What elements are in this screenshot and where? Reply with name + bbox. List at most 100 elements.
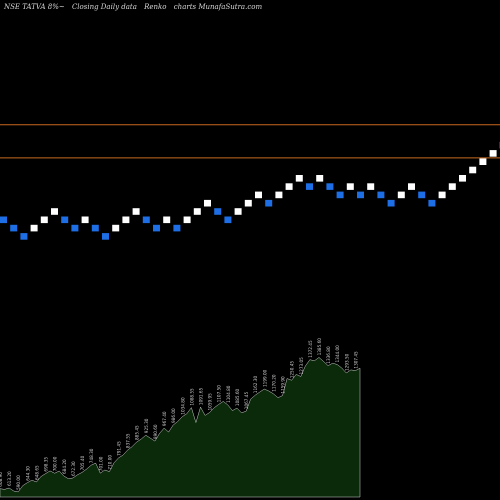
- symbol-label: NSE TATVA 8%~: [4, 3, 65, 11]
- renko-brick-up: [163, 216, 171, 224]
- renko-brick-up: [479, 158, 487, 165]
- renko-brick-up: [51, 208, 58, 215]
- renko-brick-up: [275, 191, 283, 199]
- renko-brick-down: [61, 216, 69, 224]
- renko-brick-down: [265, 199, 273, 207]
- price-value-label: 1159.90: [281, 376, 286, 394]
- price-value-label: 1199.00: [262, 369, 267, 387]
- price-area-fill: [0, 357, 361, 498]
- price-value-label: 644.30: [25, 466, 30, 481]
- renko-brick-up: [295, 175, 303, 182]
- renko-brick-up: [112, 224, 120, 232]
- price-value-label: 1085.60: [235, 388, 240, 406]
- price-value-label: 885.45: [135, 425, 140, 440]
- renko-brick-down: [71, 224, 79, 232]
- price-value-label: 1273.05: [299, 357, 304, 375]
- price-value-label: 837.55: [126, 433, 131, 448]
- price-value-label: 613.20: [7, 471, 12, 486]
- renko-brick-down: [224, 216, 232, 224]
- price-value-label: 1034.80: [180, 397, 185, 415]
- price-value-label: 701.00: [98, 456, 103, 471]
- price-value-label: 1107.50: [217, 385, 222, 403]
- price-value-label: 700.00: [53, 456, 58, 471]
- renko-brick-down: [326, 183, 334, 190]
- price-value-label: 648.65: [35, 465, 40, 480]
- renko-brick-down: [377, 191, 385, 199]
- renko-brick-up: [255, 191, 262, 199]
- price-value-label: 791.45: [117, 441, 122, 456]
- renko-brick-down: [357, 191, 364, 199]
- renko-brick-up: [234, 208, 242, 215]
- renko-brick-up: [285, 183, 293, 190]
- renko-brick-up: [459, 175, 466, 182]
- price-value-label: 1307.45: [353, 351, 358, 369]
- price-value-label: 1059.95: [208, 393, 213, 411]
- renko-brick-down: [336, 191, 344, 199]
- price-value-label: 890.60: [153, 424, 158, 439]
- support-resistance-lines: [0, 124, 500, 159]
- chart-header: NSE TATVA 8%~ Closing Daily data Renko c…: [4, 3, 267, 11]
- renko-brick-down: [0, 216, 7, 224]
- renko-brick-down: [173, 224, 181, 232]
- renko-brick-down: [10, 224, 18, 232]
- renko-brick-up: [81, 216, 89, 224]
- price-value-label: 1293.50: [344, 353, 349, 371]
- renko-brick-down: [428, 199, 436, 207]
- renko-brick-down: [20, 233, 28, 240]
- price-value-label: 1067.45: [244, 392, 249, 410]
- renko-brick-up: [469, 166, 477, 174]
- price-value-label: 608.90: [0, 472, 3, 487]
- renko-brick-down: [153, 224, 160, 232]
- price-value-label: 705.40: [80, 455, 85, 470]
- renko-brick-down: [387, 199, 395, 207]
- renko-brick-up: [397, 191, 405, 199]
- price-value-label: 1344.00: [335, 345, 340, 363]
- renko-brick-up: [244, 199, 252, 207]
- price-value-label: 590.00: [16, 475, 21, 490]
- price-value-label: 1162.30: [253, 376, 258, 394]
- renko-brick-down: [142, 216, 150, 224]
- renko-brick-up: [408, 183, 415, 190]
- chart-kind-label: Renko: [144, 3, 167, 11]
- price-value-label: 1250.45: [290, 361, 295, 379]
- renko-brick-up: [489, 150, 497, 157]
- renko-bricks: [0, 141, 500, 240]
- renko-brick-up: [40, 216, 48, 224]
- site-label: charts MunafaSutra.com: [173, 3, 263, 11]
- price-value-label: 748.30: [89, 448, 94, 463]
- renko-brick-down: [418, 191, 426, 199]
- renko-brick-up: [367, 183, 375, 190]
- price-value-label: 967.40: [162, 411, 167, 426]
- price-value-label: 1088.55: [189, 388, 194, 406]
- price-value-label: 1091.65: [199, 387, 204, 405]
- price-value-label: 1104.80: [226, 385, 231, 403]
- price-value-label: 1385.60: [317, 338, 322, 356]
- price-value-label: 1372.45: [308, 340, 313, 358]
- price-value-label: 672.30: [71, 461, 76, 476]
- renko-brick-up: [30, 224, 38, 232]
- price-value-label: 698.35: [44, 457, 49, 472]
- renko-brick-up: [438, 191, 446, 199]
- price-value-label: 684.20: [62, 459, 67, 474]
- price-value-label: 925.30: [144, 418, 149, 433]
- renko-brick-up: [204, 199, 211, 207]
- renko-brick-up: [132, 208, 140, 215]
- price-value-label: 1336.80: [326, 346, 331, 364]
- price-value-label: 1170.20: [271, 374, 276, 392]
- renko-brick-up: [346, 183, 354, 190]
- renko-brick-up: [122, 216, 130, 224]
- renko-brick-up: [193, 208, 201, 215]
- renko-brick-down: [306, 183, 313, 190]
- renko-brick-up: [316, 175, 324, 182]
- renko-brick-down: [91, 224, 99, 232]
- price-value-label: 710.00: [107, 455, 112, 470]
- price-value-label: 986.00: [171, 408, 176, 423]
- renko-brick-down: [214, 208, 222, 215]
- description-label: Closing Daily data: [71, 3, 137, 11]
- renko-brick-up: [183, 216, 191, 224]
- price-area: 608.90 613.20 590.00 644.30 648.65 698.35 700.…: [0, 338, 361, 498]
- renko-brick-up: [448, 183, 456, 190]
- renko-brick-down: [102, 233, 109, 240]
